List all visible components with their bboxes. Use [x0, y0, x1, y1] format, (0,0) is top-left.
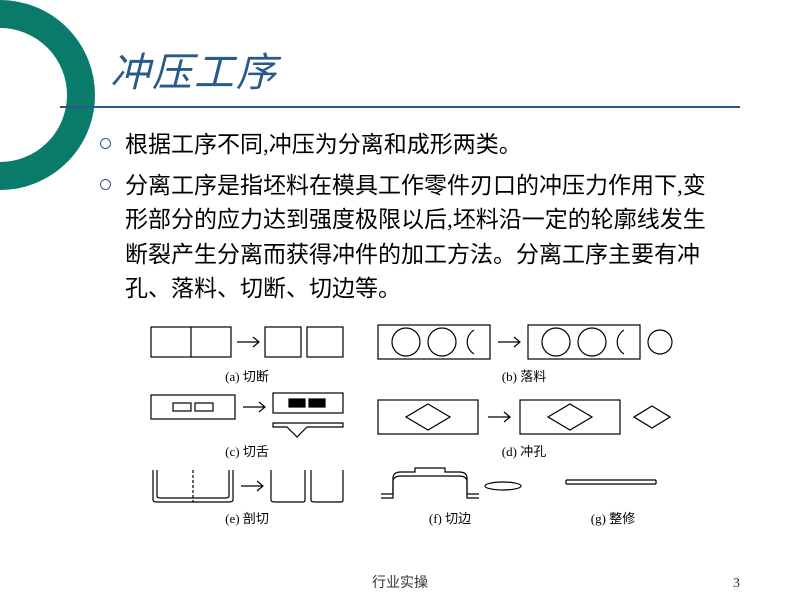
diagram-label: (g) 整修 — [591, 508, 635, 527]
bullet-text: 根据工序不同,冲压为分离和成形两类。 — [125, 128, 522, 163]
diagrams-area: (a) 切断 — [100, 319, 720, 527]
diagram-a-cut-off: (a) 切断 — [142, 319, 352, 385]
page-number: 3 — [733, 576, 740, 592]
diagram-label: (b) 落料 — [502, 366, 546, 385]
diagram-label: (c) 切舌 — [225, 441, 269, 460]
footer-text: 行业实操 — [0, 572, 800, 592]
diagram-g-svg — [558, 464, 668, 506]
diagram-g-shaving: (g) 整修 — [548, 464, 678, 527]
bullet-item: 根据工序不同,冲压为分离和成形两类。 — [100, 128, 720, 163]
diagram-b-blanking: (b) 落料 — [370, 319, 678, 385]
diagram-e-svg — [147, 464, 347, 506]
diagram-f-trimming: (f) 切边 — [370, 464, 530, 527]
bullet-marker-icon — [100, 138, 111, 149]
diagram-c-svg — [147, 389, 347, 439]
diagram-label: (d) 冲孔 — [502, 441, 546, 460]
content-area: 根据工序不同,冲压为分离和成形两类。 分离工序是指坯料在模具工作零件刃口的冲压力… — [60, 108, 740, 527]
diagram-label: (f) 切边 — [429, 508, 471, 527]
bullet-marker-icon — [100, 179, 111, 190]
slide: 冲压工序 根据工序不同,冲压为分离和成形两类。 分离工序是指坯料在模具工作零件刃… — [0, 0, 800, 600]
diagram-label: (a) 切断 — [225, 366, 269, 385]
slide-title: 冲压工序 — [60, 40, 740, 108]
diagram-c-lancing: (c) 切舌 — [142, 389, 352, 460]
diagram-b-svg — [374, 319, 674, 364]
diagram-d-svg — [374, 394, 674, 439]
diagram-f-svg — [375, 464, 525, 506]
diagram-e-parting: (e) 剖切 — [142, 464, 352, 527]
bullet-item: 分离工序是指坯料在模具工作零件刃口的冲压力作用下,变形部分的应力达到强度极限以后… — [100, 169, 720, 307]
diagram-a-svg — [147, 319, 347, 364]
diagram-d-punching: (d) 冲孔 — [370, 389, 678, 460]
bullet-text: 分离工序是指坯料在模具工作零件刃口的冲压力作用下,变形部分的应力达到强度极限以后… — [125, 169, 720, 307]
diagram-label: (e) 剖切 — [225, 508, 269, 527]
diagram-grid: (a) 切断 — [142, 319, 678, 527]
